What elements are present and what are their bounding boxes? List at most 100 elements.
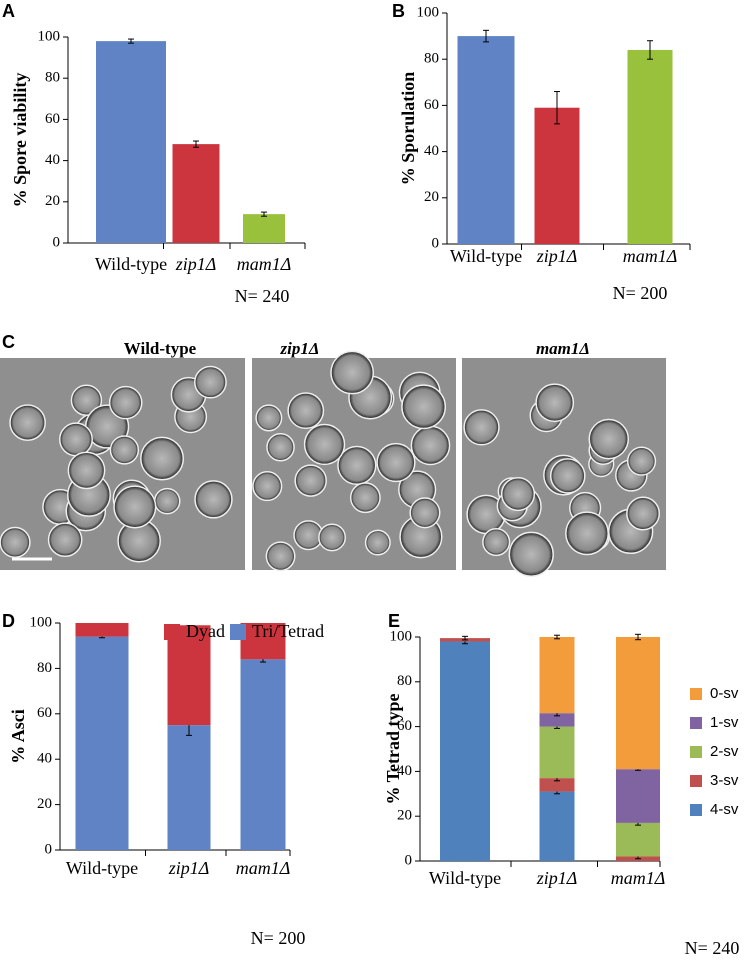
x-tick-label: Wild-type bbox=[66, 858, 138, 878]
legend-swatch bbox=[230, 624, 246, 640]
cell bbox=[108, 385, 143, 420]
cell bbox=[47, 522, 83, 558]
cell bbox=[287, 392, 325, 430]
cell bbox=[410, 425, 451, 466]
y-tick-label: 20 bbox=[45, 193, 60, 209]
cell bbox=[58, 422, 93, 457]
x-tick-label: Wild-type bbox=[450, 246, 522, 266]
legend-label: Dyad bbox=[186, 621, 225, 641]
micrograph-panel: C Wild-type zip1Δ mam1Δ bbox=[0, 332, 666, 578]
legend-swatch bbox=[690, 804, 702, 816]
error-bar bbox=[554, 91, 560, 125]
x-tick-label: mam1Δ bbox=[623, 246, 678, 266]
y-tick-label: 40 bbox=[45, 152, 60, 168]
y-tick-label: 60 bbox=[397, 718, 412, 734]
legend-swatch bbox=[690, 717, 702, 729]
x-tick-label: Wild-type bbox=[95, 254, 167, 274]
bar-segment bbox=[539, 713, 575, 727]
y-tick-label: 40 bbox=[424, 143, 439, 159]
legend-swatch bbox=[164, 624, 180, 640]
error-bar bbox=[128, 38, 134, 44]
panel-label: C bbox=[2, 332, 15, 352]
y-tick-label: 80 bbox=[424, 51, 439, 67]
bar-segment bbox=[240, 659, 286, 850]
legend-label: 3-sv bbox=[710, 772, 739, 789]
error-bar bbox=[193, 140, 199, 148]
error-bar bbox=[635, 633, 641, 641]
cell bbox=[535, 383, 575, 423]
panel-label: A bbox=[2, 1, 15, 21]
bar-segment bbox=[616, 637, 660, 770]
y-axis-label: % Asci bbox=[8, 709, 28, 764]
y-tick-label: 0 bbox=[405, 852, 413, 868]
y-tick-label: 100 bbox=[417, 4, 440, 20]
error-bar bbox=[261, 211, 267, 217]
y-tick-label: 100 bbox=[390, 628, 413, 644]
sample-size-note: N= 240 bbox=[235, 286, 290, 306]
cell bbox=[409, 497, 441, 529]
cell bbox=[194, 365, 227, 399]
cell bbox=[109, 435, 140, 465]
cell bbox=[265, 541, 296, 572]
bar bbox=[243, 214, 285, 243]
cell bbox=[337, 445, 377, 486]
bar-segment bbox=[167, 625, 211, 726]
cell bbox=[67, 451, 106, 490]
y-tick-label: 80 bbox=[45, 70, 60, 86]
cell bbox=[626, 496, 660, 531]
sample-size-note: N= 200 bbox=[251, 928, 306, 948]
error-bar bbox=[483, 29, 489, 43]
legend-label: 4-sv bbox=[710, 801, 739, 818]
sample-size-note: N= 240 bbox=[685, 938, 740, 958]
cell bbox=[113, 485, 157, 529]
cell bbox=[252, 471, 283, 502]
cell bbox=[508, 531, 554, 578]
legend-swatch bbox=[690, 775, 702, 787]
bar bbox=[457, 36, 515, 244]
cell bbox=[0, 526, 31, 558]
cell bbox=[140, 436, 185, 481]
panel-label: E bbox=[388, 611, 400, 631]
legend-label: Tri/Tetrad bbox=[252, 621, 324, 641]
cell bbox=[401, 384, 447, 430]
cell bbox=[376, 442, 416, 483]
legend-swatch bbox=[690, 688, 702, 700]
panel-label: D bbox=[2, 611, 15, 631]
bar bbox=[172, 144, 220, 243]
y-tick-label: 60 bbox=[37, 705, 52, 721]
y-tick-label: 40 bbox=[397, 763, 412, 779]
micrograph-title: zip1Δ bbox=[280, 339, 320, 358]
cell bbox=[9, 404, 46, 441]
cell bbox=[463, 409, 500, 446]
y-axis-label: % Sporulation bbox=[398, 72, 418, 186]
bar bbox=[627, 49, 673, 245]
y-tick-label: 20 bbox=[397, 808, 412, 824]
x-tick-label: Wild-type bbox=[429, 868, 501, 888]
y-tick-label: 40 bbox=[37, 751, 52, 767]
y-tick-label: 20 bbox=[424, 189, 439, 205]
y-tick-label: 0 bbox=[53, 234, 61, 250]
cell bbox=[255, 404, 283, 432]
micrograph-title: Wild-type bbox=[124, 339, 197, 358]
error-bar bbox=[554, 634, 560, 640]
cell bbox=[266, 432, 295, 462]
y-axis-label: % Spore viability bbox=[10, 73, 30, 208]
bar-segment bbox=[75, 623, 129, 637]
bar-segment bbox=[240, 623, 286, 660]
y-tick-label: 0 bbox=[45, 841, 53, 857]
bar-segment bbox=[539, 726, 575, 779]
bar-segment bbox=[539, 637, 575, 714]
bar-segment bbox=[539, 791, 575, 861]
x-tick-label: zip1Δ bbox=[175, 254, 217, 274]
bar-segment bbox=[167, 725, 211, 850]
cell bbox=[549, 458, 586, 494]
bar-segment bbox=[539, 778, 575, 792]
x-tick-label: zip1Δ bbox=[168, 858, 210, 878]
bar bbox=[534, 107, 580, 245]
bar-segment bbox=[616, 769, 660, 823]
x-tick-label: mam1Δ bbox=[237, 254, 292, 274]
micrograph-title: mam1Δ bbox=[536, 339, 590, 358]
legend-label: 0-sv bbox=[710, 685, 739, 702]
error-bar bbox=[647, 40, 653, 60]
